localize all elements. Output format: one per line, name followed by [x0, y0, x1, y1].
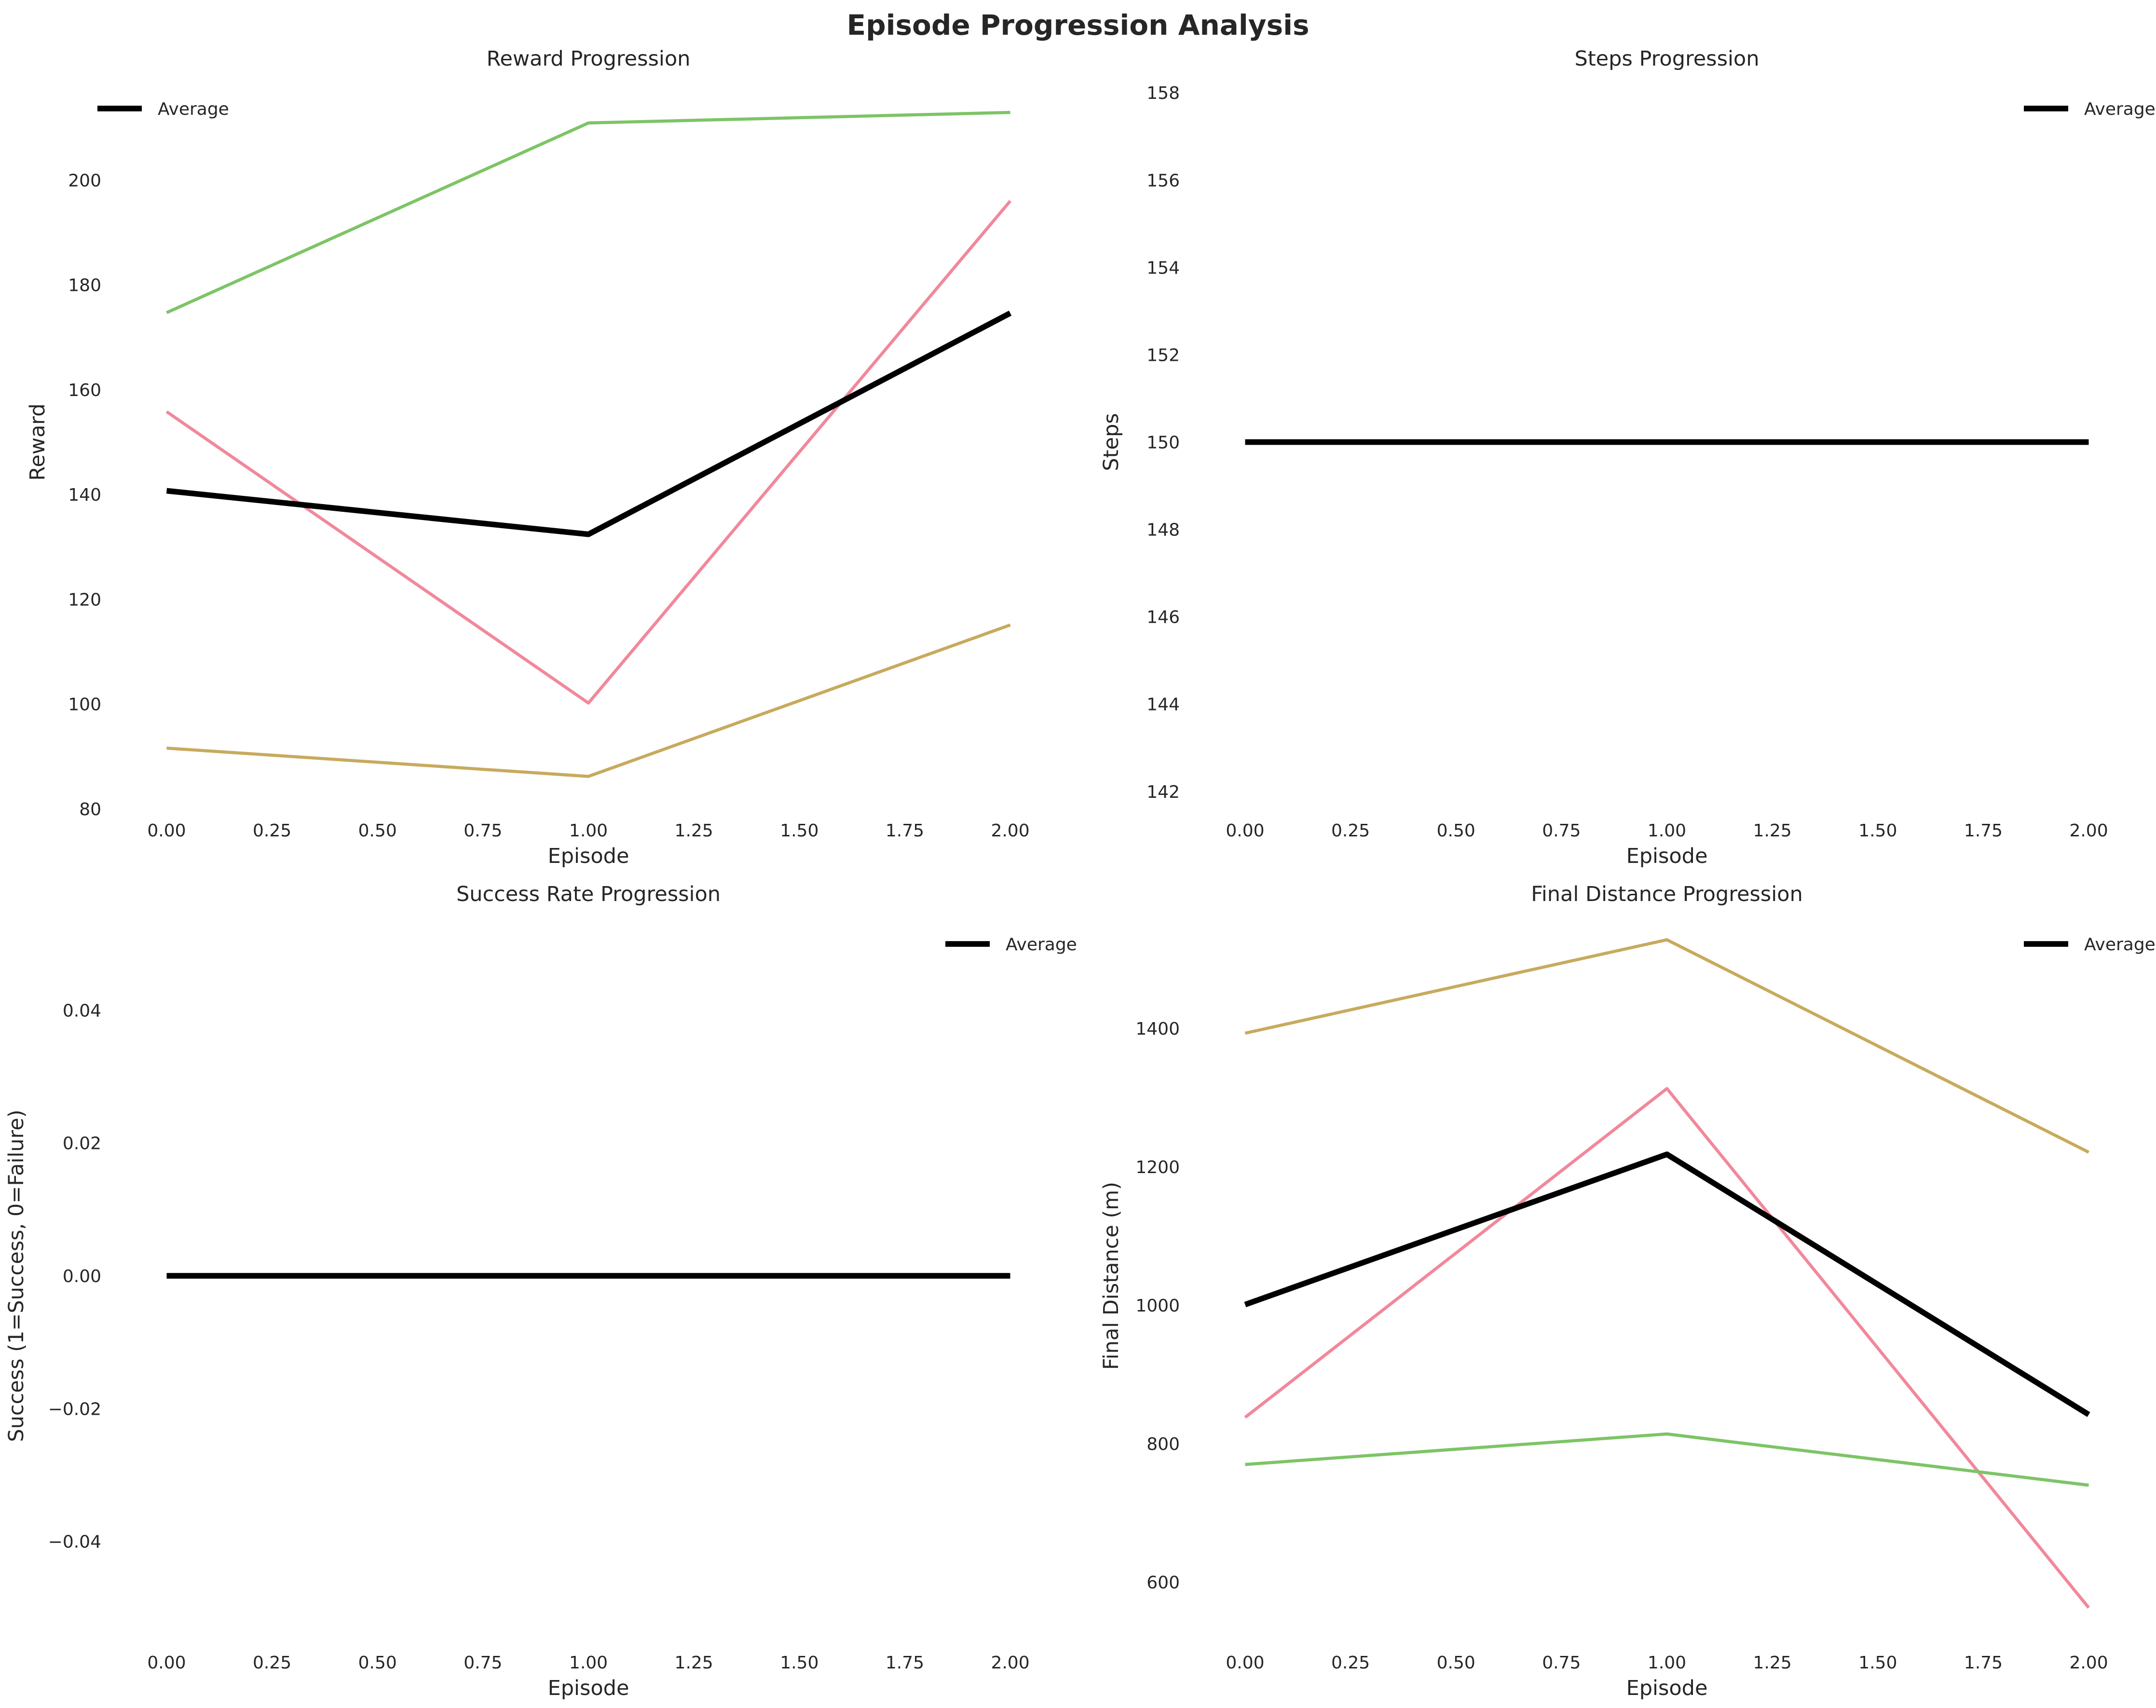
x-tick-label: 1.75 [1964, 1653, 2003, 1673]
y-tick-label: 600 [1146, 1573, 1180, 1593]
legend-label: Average [1006, 935, 1077, 955]
x-axis-label: Episode [1626, 844, 1708, 868]
x-tick-label: 1.00 [1648, 821, 1686, 841]
x-tick-label: 1.50 [780, 821, 819, 841]
x-tick-label: 0.25 [253, 821, 291, 841]
legend: Average [97, 99, 229, 119]
y-tick-label: 800 [1146, 1435, 1180, 1454]
x-tick-label: 1.75 [886, 1653, 924, 1673]
y-tick-label: 1400 [1135, 1019, 1180, 1039]
y-tick-label: 200 [68, 171, 101, 191]
x-tick-label: 0.50 [358, 821, 397, 841]
x-tick-label: 1.75 [886, 821, 924, 841]
y-tick-label: −0.02 [48, 1399, 101, 1419]
y-tick-label: 160 [68, 381, 101, 400]
x-tick-label: 0.50 [1437, 821, 1475, 841]
x-tick-label: 0.50 [1437, 1653, 1475, 1673]
series-line-3 [1245, 1432, 2089, 1487]
x-tick-label: 2.00 [991, 1653, 1029, 1673]
subplot-3: Success Rate Progression 0.00 0.25 0.50 0.75… [4, 882, 1077, 1700]
legend-label: Average [2084, 935, 2156, 955]
y-tick-label: 144 [1146, 695, 1180, 715]
subplot-1: Reward Progression 0.00 0.25 0.50 0.75 1.00 1.… [26, 47, 1030, 868]
y-tick-label: 100 [68, 695, 101, 715]
y-tick-label: 158 [1146, 83, 1180, 103]
y-tick-label: 150 [1146, 433, 1180, 453]
subplot-4: Final Distance Progression 0.00 0.25 0.50 0.… [1099, 882, 2156, 1700]
x-axis-label: Episode [548, 1676, 629, 1700]
y-tick-label: 156 [1146, 171, 1180, 191]
x-tick-label: 1.00 [569, 821, 608, 841]
legend-label: Average [2084, 99, 2156, 119]
legend: Average [2024, 99, 2156, 119]
y-axis-label: Success (1=Success, 0=Failure) [4, 1110, 28, 1442]
x-tick-label: 0.75 [464, 1653, 502, 1673]
y-tick-label: 120 [68, 590, 101, 610]
x-tick-label: 1.50 [780, 1653, 819, 1673]
y-tick-label: 0.00 [63, 1267, 101, 1286]
x-tick-label: 0.25 [1331, 1653, 1370, 1673]
legend: Average [2024, 935, 2156, 955]
x-tick-label: 1.00 [1648, 1653, 1686, 1673]
subplot-title: Success Rate Progression [456, 882, 721, 906]
subplot-title: Steps Progression [1575, 47, 1760, 71]
x-tick-label: 0.00 [1226, 1653, 1264, 1673]
x-tick-label: 1.25 [1753, 821, 1792, 841]
x-tick-label: 1.00 [569, 1653, 608, 1673]
x-tick-label: 0.00 [147, 1653, 186, 1673]
series-line-2 [166, 623, 1011, 778]
y-tick-label: 180 [68, 276, 101, 296]
y-tick-label: −0.04 [48, 1532, 101, 1552]
subplot-title: Final Distance Progression [1531, 882, 1802, 906]
y-tick-label: 146 [1146, 608, 1180, 628]
x-tick-label: 0.00 [147, 821, 186, 841]
series-line-1 [1244, 1087, 2090, 1609]
y-tick-label: 142 [1146, 782, 1180, 802]
x-tick-label: 1.75 [1964, 821, 2003, 841]
x-tick-label: 0.75 [464, 821, 502, 841]
y-tick-label: 152 [1146, 345, 1180, 365]
y-axis-label: Reward [26, 403, 50, 480]
legend: Average [945, 935, 1077, 955]
subplot-grid: Reward Progression 0.00 0.25 0.50 0.75 1.00 1.… [4, 47, 2156, 1700]
x-tick-label: 0.75 [1542, 1653, 1581, 1673]
subplot-title: Reward Progression [487, 47, 691, 71]
legend-label: Average [158, 99, 229, 119]
x-tick-label: 0.00 [1226, 821, 1264, 841]
series-line-1 [165, 200, 1011, 705]
x-tick-label: 1.50 [1858, 1653, 1897, 1673]
series-line-average [166, 311, 1012, 537]
y-tick-label: 1200 [1135, 1158, 1180, 1177]
figure-title: Episode Progression Analysis [846, 9, 1309, 41]
y-tick-label: 80 [79, 800, 101, 820]
x-tick-label: 2.00 [2069, 1653, 2108, 1673]
x-tick-label: 1.25 [1753, 1653, 1792, 1673]
x-tick-label: 1.50 [1858, 821, 1897, 841]
x-tick-label: 2.00 [991, 821, 1029, 841]
x-tick-label: 1.25 [675, 821, 713, 841]
series-line-average [1244, 1151, 2090, 1417]
y-tick-label: 1000 [1135, 1296, 1180, 1316]
y-tick-label: 0.02 [63, 1134, 101, 1154]
x-tick-label: 0.50 [358, 1653, 397, 1673]
y-tick-label: 0.04 [63, 1001, 101, 1021]
y-tick-label: 154 [1146, 258, 1180, 278]
y-tick-label: 148 [1146, 520, 1180, 540]
x-tick-label: 1.25 [675, 1653, 713, 1673]
series-line-3 [166, 110, 1010, 314]
y-axis-label: Final Distance (m) [1099, 1182, 1123, 1370]
x-tick-label: 0.75 [1542, 821, 1581, 841]
x-tick-label: 2.00 [2069, 821, 2108, 841]
subplot-2: Steps Progression 0.00 0.25 0.50 0.75 1.00 1.2… [1099, 47, 2156, 868]
x-axis-label: Episode [548, 844, 629, 868]
x-tick-label: 0.25 [1331, 821, 1370, 841]
y-tick-label: 140 [68, 485, 101, 505]
series-line-2 [1244, 938, 2089, 1154]
x-axis-label: Episode [1626, 1676, 1708, 1700]
y-axis-label: Steps [1099, 413, 1123, 471]
x-tick-label: 0.25 [253, 1653, 291, 1673]
